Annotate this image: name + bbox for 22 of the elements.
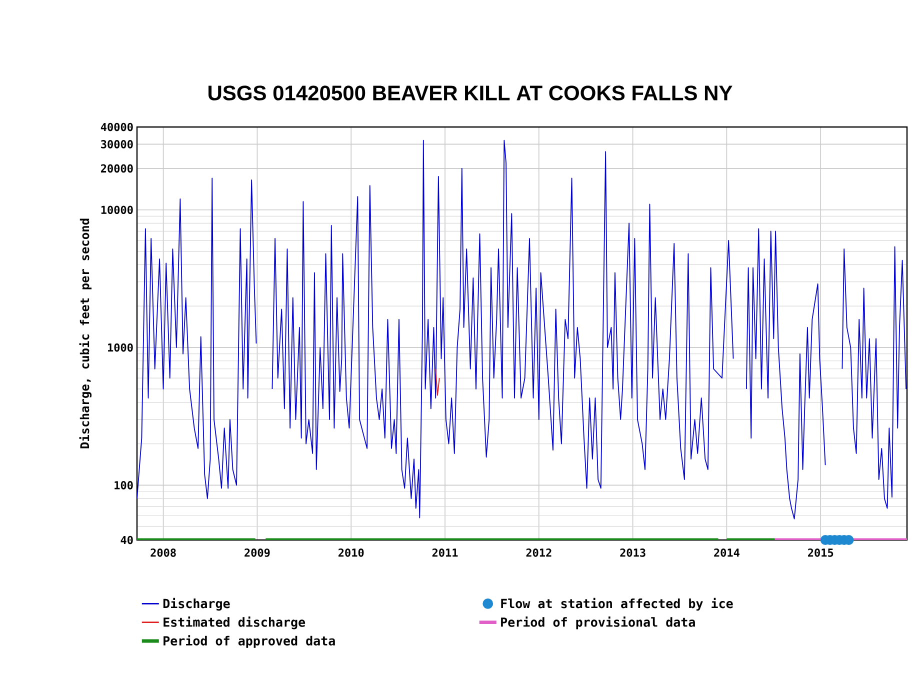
y-tick-label: 100	[114, 481, 133, 490]
legend-label: Estimated discharge	[164, 616, 306, 630]
x-tick-label: 2012	[526, 548, 552, 557]
x-tick-label: 2009	[244, 548, 270, 557]
y-tick-label: 10000	[101, 206, 133, 214]
x-tick-label: 2015	[808, 548, 834, 557]
y-tick-label: 40000	[100, 122, 133, 132]
x-tick-label: 2013	[620, 548, 646, 557]
y-tick-label: 20000	[100, 164, 133, 173]
chart-title: USGS 01420500 BEAVER KILL AT COOKS FALLS NY	[208, 86, 732, 100]
legend-label: Period of provisional data	[501, 616, 695, 630]
x-tick-label: 2008	[150, 548, 176, 557]
y-tick-label: 40	[120, 536, 133, 544]
x-tick-label: 2014	[714, 548, 740, 557]
y-tick-label: 30000	[101, 140, 133, 148]
x-tick-label: 2011	[432, 548, 458, 557]
legend-label: Period of approved data	[164, 635, 335, 648]
legend-label: Discharge	[163, 598, 230, 611]
y-axis-title: Discharge, cubic feet per second	[79, 218, 92, 448]
legend-label: Flow at station affected by ice	[501, 598, 733, 611]
x-tick-label: 2010	[338, 548, 364, 557]
y-tick-label: 1000	[108, 343, 133, 352]
